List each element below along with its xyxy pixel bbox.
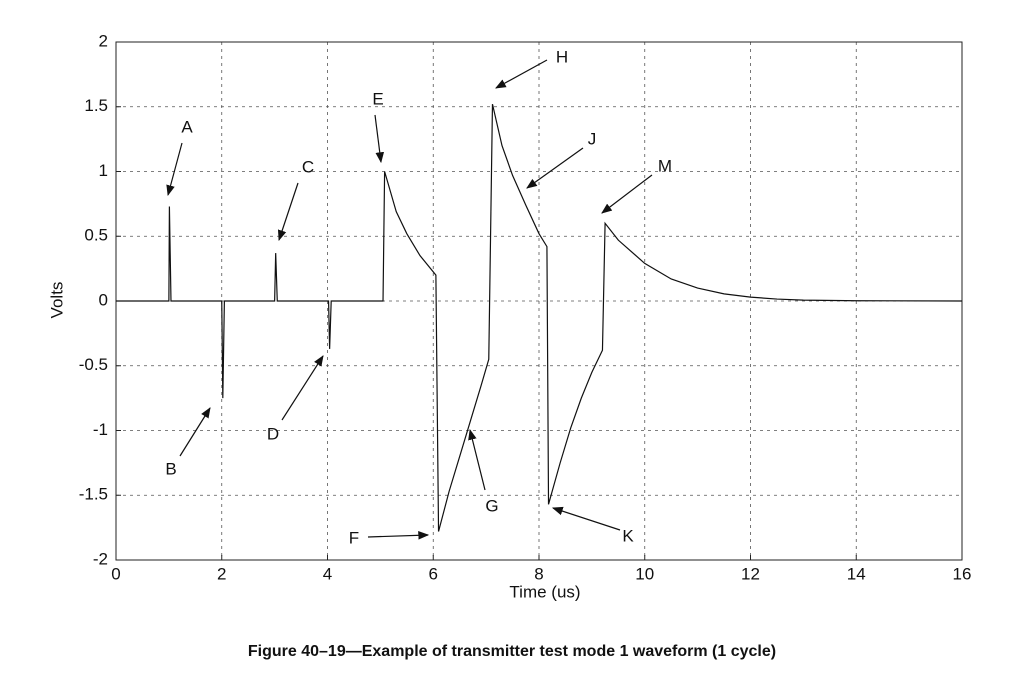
annotation-arrow (179, 407, 211, 457)
annotation-arrow (526, 147, 584, 189)
y-tick-label: -1.5 (79, 485, 108, 504)
annotation-arrow (277, 182, 299, 242)
annotation-label: A (181, 117, 193, 136)
annotation-arrow (281, 355, 324, 421)
annotation-label: C (302, 157, 314, 176)
annotation-arrow (601, 174, 653, 214)
x-tick-label: 16 (953, 564, 972, 583)
y-tick-label: -2 (93, 549, 108, 568)
y-tick-label: 0 (99, 290, 108, 309)
x-tick-label: 12 (741, 564, 760, 583)
y-tick-label: -0.5 (79, 355, 108, 374)
annotation-label: D (267, 424, 279, 443)
x-tick-label: 6 (429, 564, 438, 583)
annotation-arrow (166, 142, 183, 197)
y-tick-label: -1 (93, 420, 108, 439)
x-tick-label: 2 (217, 564, 226, 583)
x-tick-label: 0 (111, 564, 120, 583)
y-tick-label: 0.5 (84, 226, 108, 245)
caption: Figure 40–19—Example of transmitter test… (248, 643, 776, 660)
annotation-label: J (588, 129, 597, 148)
y-tick-label: 2 (99, 31, 108, 50)
annotation-label: K (622, 526, 634, 545)
annotation-arrow (367, 531, 430, 540)
annotation-arrow (468, 428, 486, 491)
annotation-label: G (485, 496, 498, 515)
annotation-label: H (556, 47, 568, 66)
annotation-label: M (658, 156, 672, 175)
annotation-arrow (495, 59, 548, 89)
y-tick-label: 1 (99, 161, 108, 180)
x-tick-label: 8 (534, 564, 543, 583)
annotation-label: F (349, 528, 359, 547)
y-axis-title: Volts (47, 282, 66, 319)
x-tick-label: 10 (635, 564, 654, 583)
annotation-arrow (374, 114, 385, 164)
x-tick-label: 14 (847, 564, 866, 583)
annotation-label: B (165, 459, 176, 478)
annotation-arrow (551, 506, 621, 531)
y-tick-label: 1.5 (84, 96, 108, 115)
x-axis-title: Time (us) (509, 582, 580, 601)
waveform (116, 104, 963, 532)
x-tick-label: 4 (323, 564, 332, 583)
annotation-label: E (372, 89, 383, 108)
